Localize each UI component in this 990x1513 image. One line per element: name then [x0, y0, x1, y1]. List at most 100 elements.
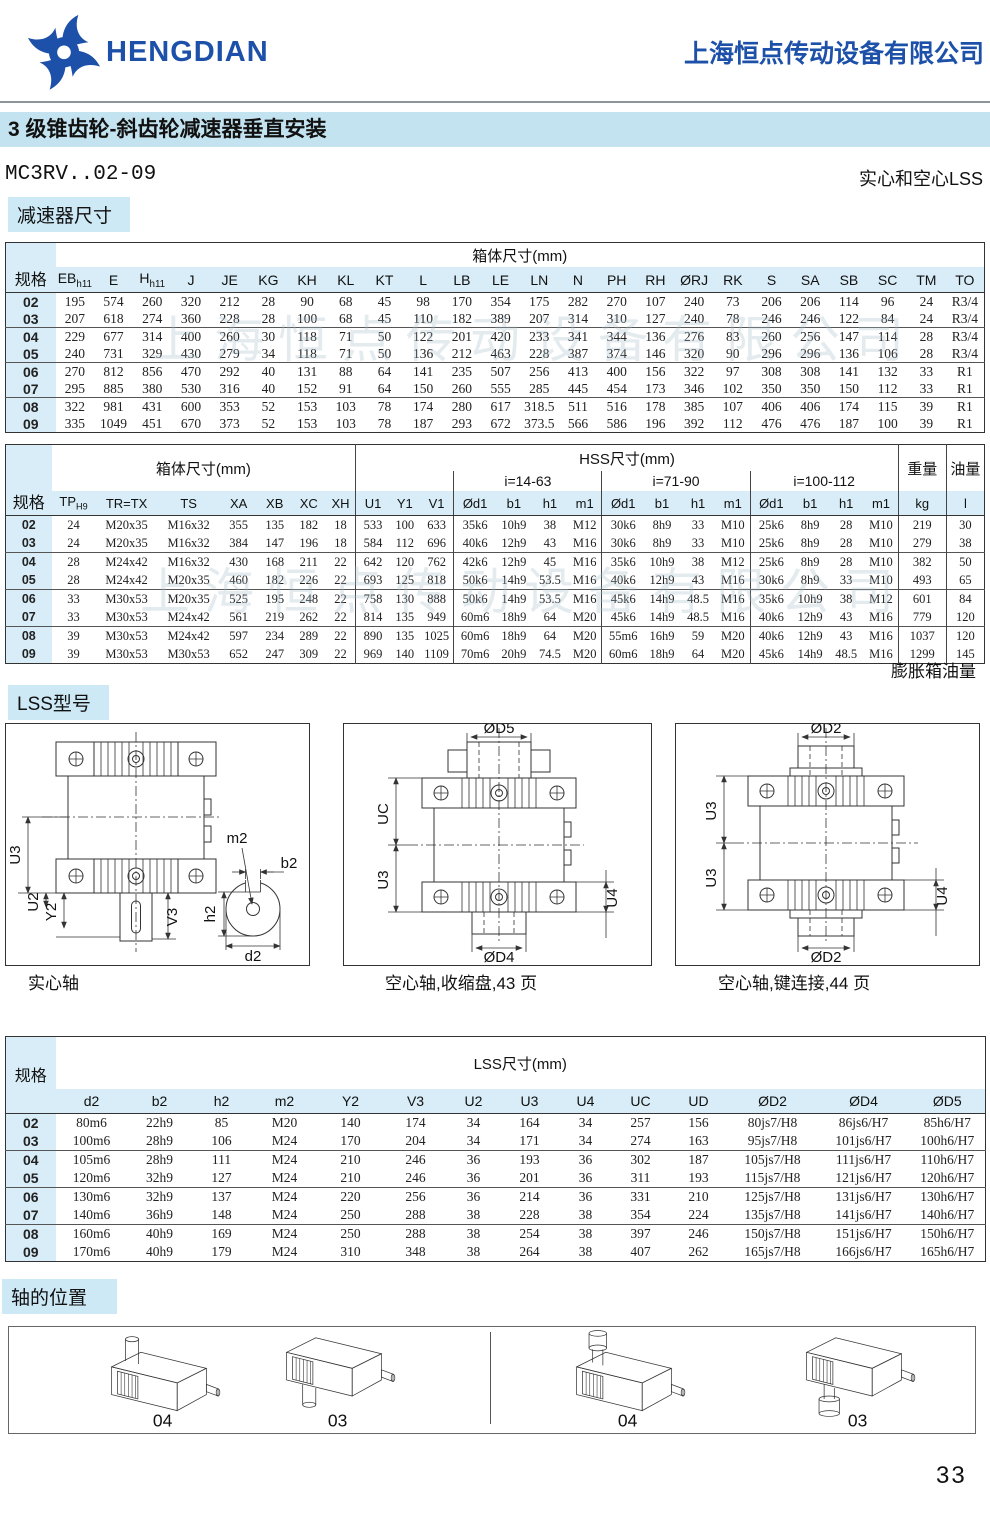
column-header: h1: [680, 491, 717, 516]
table-row: 02 80m6 22h9 85 M20 140 174 34 164 34 257 156 80js7/…: [5, 1113, 986, 1132]
column-header: XA: [219, 491, 258, 516]
position-label: 03: [848, 1411, 867, 1431]
group-header-housing: 箱体尺寸(mm): [51, 444, 357, 491]
column-header: TS: [157, 491, 220, 516]
position-label: 03: [328, 1411, 347, 1431]
dim-label-m2: m2: [227, 830, 248, 847]
table-row: 04 105m6 28h9 111 M24 210 246 36 193 36 302 187 105j…: [5, 1150, 986, 1169]
dim-label-d5: ØD5: [484, 724, 515, 737]
spec-cell: 04: [5, 1150, 56, 1169]
caption-keyed: 空心轴,键连接,44 页: [718, 974, 871, 993]
table-row: 02 24 M20x35 M16x32 355 135 182 18 533 100 633 35k6…: [5, 515, 985, 534]
hollow-shaft-keyed-drawing: ØD2 U3 U3 U4 ØD2: [675, 720, 980, 966]
column-header: b1: [495, 491, 532, 516]
column-header: J: [171, 267, 211, 293]
group-header-oil: 油量: [950, 460, 981, 478]
dim-label-d2-bottom: ØD2: [811, 949, 842, 963]
column-header: ØRJ: [674, 267, 714, 293]
column-header: Hh11: [132, 267, 172, 293]
column-header: U3: [499, 1089, 560, 1114]
column-header: ØD5: [909, 1089, 986, 1114]
column-header: PH: [597, 267, 637, 293]
spec-cell: 03: [5, 534, 52, 553]
dim-label-d4: ØD4: [484, 949, 515, 963]
table-row: 05 240 731 329 430 279 34 118 71 50 136 212 463 228 38…: [5, 345, 985, 363]
column-header: LN: [519, 267, 559, 293]
spec-header: 规格: [5, 444, 52, 516]
column-header: L: [403, 267, 443, 293]
dim-label-u3: U3: [7, 845, 24, 864]
table-row: 05 120m6 32h9 127 M24 210 246 36 201 36 311 193 115j…: [5, 1169, 986, 1188]
ratio-header-2: i=71-90: [601, 471, 751, 491]
dim-label-y2: Y2: [43, 903, 60, 921]
hengdian-logo-icon: [28, 14, 100, 90]
column-header: l: [946, 491, 985, 516]
column-header: KG: [249, 267, 288, 293]
solid-shaft-drawing: U3 U2 Y2 V3 m2 b2 h2 d2: [5, 723, 310, 966]
column-header: U2: [447, 1089, 500, 1114]
column-header-row: EBh11 E Hh11 J JE KG KH KL KT L LB LE LN N PH RH ØRJ RK S S…: [6, 267, 985, 293]
table-row: 07 33 M30x53 M24x42 561 219 262 22 814 135 949 60m6…: [5, 608, 985, 627]
table-row: 06 270 812 856 470 292 40 131 88 64 141 235 507 256 41…: [5, 362, 985, 380]
column-header: h2: [191, 1089, 252, 1114]
table-row: 04 229 677 314 400 260 30 118 71 50 122 201 420 233 34…: [5, 327, 985, 345]
section-label-lss-type: LSS型号: [8, 685, 109, 720]
column-header: KH: [287, 267, 327, 293]
caption-shrink-disc: 空心轴,收缩盘,43 页: [385, 974, 538, 993]
table-row: 08 160m6 40h9 169 M24 250 288 38 254 38 397 246 150j…: [5, 1224, 986, 1243]
column-header: Ød1: [750, 491, 793, 516]
column-header: V1: [419, 491, 455, 516]
dim-label-uc: UC: [375, 803, 392, 825]
column-header: U4: [559, 1089, 612, 1114]
dim-label-u3: U3: [375, 870, 392, 889]
spec-cell: 02: [5, 1113, 56, 1132]
table-row: 09 335 1049 451 670 373 52 153 103 78 187 293 672 373…: [5, 415, 985, 433]
company-name: 上海恒点传动设备有限公司: [683, 40, 984, 68]
column-header: m1: [716, 491, 751, 516]
dim-label-d2: d2: [245, 948, 262, 963]
column-header: N: [558, 267, 598, 293]
column-header: SA: [790, 267, 830, 293]
spec-cell: 07: [5, 1206, 56, 1225]
spec-cell: 08: [5, 397, 56, 415]
spec-cell: 05: [5, 1169, 56, 1188]
column-header: m2: [251, 1089, 318, 1114]
dim-label-u3-upper: U3: [703, 801, 720, 820]
spec-cell: 07: [5, 608, 52, 627]
column-header: XH: [325, 491, 357, 516]
column-header: b1: [644, 491, 681, 516]
column-header: XC: [291, 491, 326, 516]
dim-label-b2: b2: [281, 855, 298, 872]
spec-cell: 05: [5, 571, 52, 590]
spec-cell: 03: [5, 1132, 56, 1151]
spec-cell: 09: [5, 415, 56, 433]
spec-cell: 07: [5, 380, 56, 398]
column-header: kg: [898, 491, 947, 516]
shaft-position-diagram: 03: [259, 1329, 409, 1431]
column-header-row: TPH9 TR=TX TS XA XB XC XH U1 Y1 V1 Ød1 b1 h1 m1 Ød1 b1 h…: [6, 491, 985, 516]
group-header: 箱体尺寸(mm): [472, 247, 568, 265]
ratio-header-3: i=100-112: [750, 471, 899, 491]
section-label-reducer-dimensions: 减速器尺寸: [8, 197, 131, 232]
column-header: LE: [481, 267, 520, 293]
shaft-position-diagram: 04: [84, 1329, 234, 1431]
header-divider: [0, 101, 990, 103]
column-header: Y2: [317, 1089, 384, 1114]
expansion-tank-note: 膨胀箱油量: [891, 662, 976, 681]
column-header: UC: [611, 1089, 670, 1114]
column-header: JE: [210, 267, 250, 293]
spec-cell: 06: [5, 362, 56, 380]
column-header: S: [752, 267, 791, 293]
dim-label-u3-lower: U3: [703, 868, 720, 887]
table-row: 05 28 M24x42 M20x35 460 182 226 22 693 125 818 50k6…: [5, 571, 985, 590]
table-row: 03 100m6 28h9 106 M24 170 204 34 171 34 274 163 95js…: [5, 1132, 986, 1151]
column-header: b1: [792, 491, 829, 516]
column-header: m1: [864, 491, 899, 516]
column-header: Ød1: [453, 491, 496, 516]
table-row: 08 39 M30x53 M24x42 597 234 289 22 890 135 1025 60m…: [5, 626, 985, 645]
shaft-type-note: 实心和空心LSS: [858, 169, 983, 189]
spec-header: 规格: [5, 242, 56, 293]
spec-cell: 09: [5, 645, 52, 664]
column-header: XB: [257, 491, 292, 516]
